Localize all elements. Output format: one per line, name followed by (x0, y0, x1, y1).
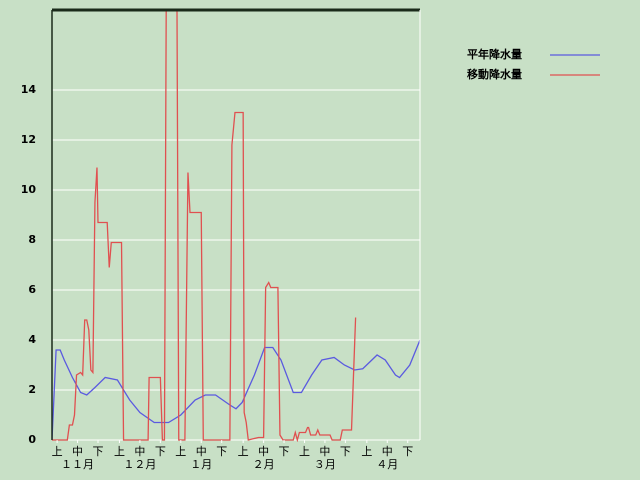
month-label: ３月 (314, 458, 336, 471)
x-tick-label: 中 (382, 445, 393, 458)
series-line (52, 10, 357, 442)
legend-label: 平年降水量 (467, 47, 522, 61)
x-tick-label: 下 (402, 445, 413, 458)
x-tick-label: 上 (238, 445, 249, 458)
y-tick-label: 12 (21, 133, 36, 146)
x-tick-label: 中 (258, 445, 269, 458)
x-tick-label: 上 (175, 445, 186, 458)
y-tick-label: 6 (28, 283, 36, 296)
x-tick-label: 上 (299, 445, 310, 458)
grid (52, 89, 420, 441)
x-tick-label: 下 (340, 445, 351, 458)
month-label: ４月 (376, 458, 398, 471)
y-tick-label: 2 (28, 383, 36, 396)
y-tick-label: 0 (28, 433, 36, 446)
y-tick-label: 4 (28, 333, 36, 346)
y-tick-label: 14 (21, 83, 37, 96)
x-tick-label: 下 (93, 445, 104, 458)
x-tick-label: 上 (361, 445, 372, 458)
x-tick-label: 上 (52, 445, 63, 458)
month-label: ２月 (253, 458, 275, 471)
x-tick-label: 下 (279, 445, 290, 458)
series-line (52, 339, 420, 441)
x-tick-label: 中 (319, 445, 330, 458)
x-tick-label: 下 (216, 445, 227, 458)
y-tick-label: 8 (28, 233, 36, 246)
x-tick-label: 下 (155, 445, 166, 458)
x-tick-label: 中 (134, 445, 145, 458)
month-label: １月 (190, 458, 212, 471)
y-tick-label: 10 (21, 183, 37, 196)
month-label: １１月 (61, 458, 94, 471)
x-tick-label: 中 (196, 445, 207, 458)
x-tick-label: 中 (72, 445, 83, 458)
legend-label: 移動降水量 (467, 67, 522, 81)
x-tick-label: 上 (114, 445, 125, 458)
month-label: １２月 (123, 458, 156, 471)
plot-lines (52, 10, 420, 442)
